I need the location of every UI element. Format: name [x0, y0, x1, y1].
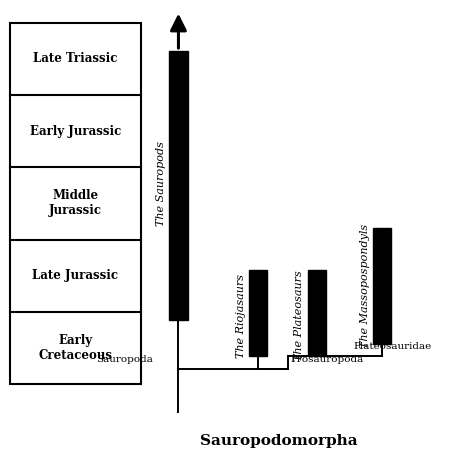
Text: Prosauropoda: Prosauropoda	[291, 355, 364, 364]
Text: Late Jurassic: Late Jurassic	[32, 269, 118, 282]
Text: Sauropodomorpha: Sauropodomorpha	[201, 434, 358, 448]
Text: The Sauropods: The Sauropods	[156, 141, 166, 226]
Bar	[10, 23, 141, 384]
Bar	[249, 270, 267, 356]
Bar	[169, 51, 188, 320]
Text: Late Triassic: Late Triassic	[33, 52, 118, 66]
Text: The Massopospondyls: The Massopospondyls	[360, 223, 370, 348]
Text: Middle
Jurassic: Middle Jurassic	[49, 189, 102, 217]
Text: Sauropoda: Sauropoda	[96, 355, 153, 364]
Bar	[374, 228, 391, 344]
Text: Early Jurassic: Early Jurassic	[30, 125, 121, 138]
Text: Early
Cretaceous: Early Cretaceous	[38, 334, 112, 362]
Text: The Plateosaurs: The Plateosaurs	[294, 270, 304, 361]
Text: Plateosauridae: Plateosauridae	[353, 342, 431, 351]
Bar	[308, 270, 326, 356]
Text: The Riojasaurs: The Riojasaurs	[236, 274, 246, 358]
